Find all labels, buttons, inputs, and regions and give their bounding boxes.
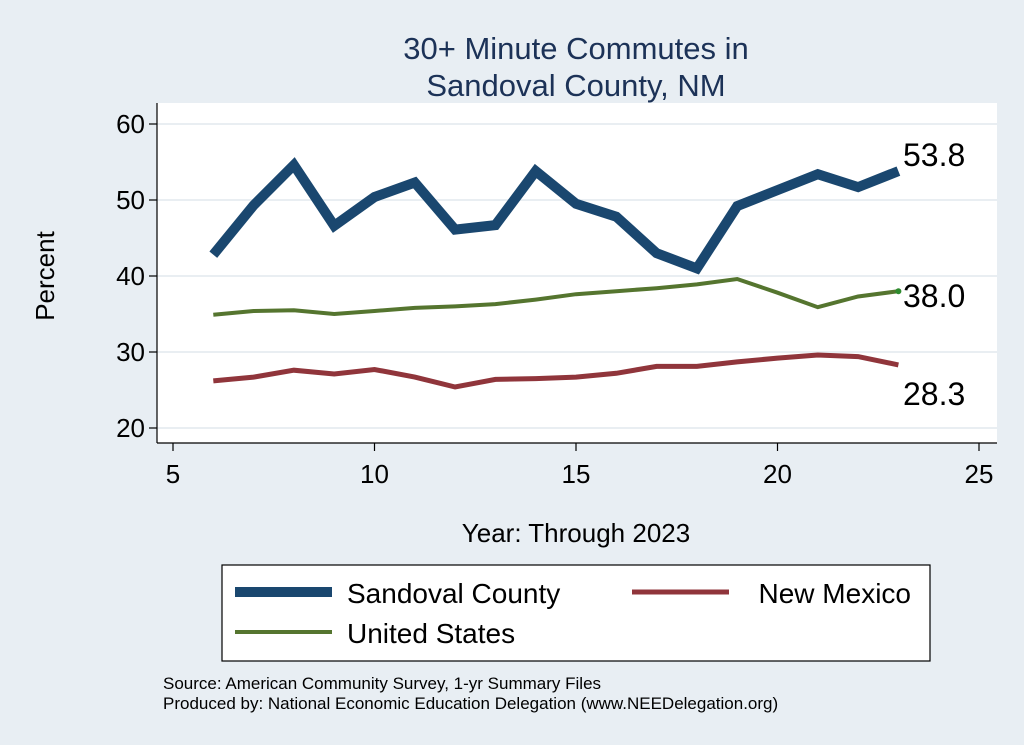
producer-note: Produced by: National Economic Education… <box>163 694 778 713</box>
chart-title-line1: 30+ Minute Commutes in <box>403 31 748 66</box>
end-marker-united-states <box>895 288 902 295</box>
end-label-sandoval-county: 53.8 <box>903 137 965 173</box>
end-label-new-mexico: 28.3 <box>903 376 965 412</box>
end-labels: 53.8 28.3 38.0 <box>903 137 965 412</box>
y-tick-label-40: 40 <box>116 261 145 291</box>
x-tick-label-15: 15 <box>562 459 591 489</box>
legend-label-sandoval-county: Sandoval County <box>347 578 560 609</box>
chart-title-line2: Sandoval County, NM <box>426 68 725 103</box>
legend-label-united-states: United States <box>347 618 515 649</box>
axes: 20 30 40 50 60 5 10 15 20 25 <box>116 103 997 489</box>
legend: Sandoval County New Mexico United States <box>221 564 931 662</box>
y-tick-label-50: 50 <box>116 185 145 215</box>
legend-box <box>221 564 931 662</box>
x-tick-label-10: 10 <box>360 459 389 489</box>
series-line-united-states <box>213 276 899 317</box>
legend-label-new-mexico: New Mexico <box>759 578 911 609</box>
y-tick-label-60: 60 <box>116 109 145 139</box>
y-tick-label-20: 20 <box>116 413 145 443</box>
y-axis-title: Percent <box>30 230 60 320</box>
x-axis-title: Year: Through 2023 <box>462 518 690 548</box>
y-tick-label-30: 30 <box>116 337 145 367</box>
grid-lines <box>157 123 997 429</box>
plot-area <box>157 103 997 443</box>
source-note: Source: American Community Survey, 1-yr … <box>163 674 601 693</box>
series-lines <box>209 157 902 390</box>
x-tick-label-25: 25 <box>965 459 994 489</box>
x-tick-label-5: 5 <box>166 459 180 489</box>
series-line-new-mexico <box>213 352 899 390</box>
series-line-sandoval-county <box>209 157 901 275</box>
end-label-united-states: 38.0 <box>903 278 965 314</box>
x-tick-label-20: 20 <box>763 459 792 489</box>
